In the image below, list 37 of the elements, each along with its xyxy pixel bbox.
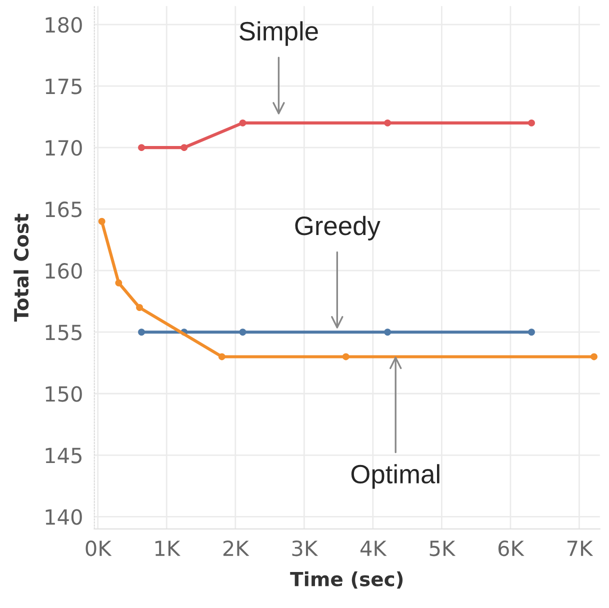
point xyxy=(136,304,143,311)
y-tick-label: 180 xyxy=(46,16,82,33)
point xyxy=(138,328,145,336)
x-axis-title: Time (sec) xyxy=(290,571,403,589)
y-tick-label: 160 xyxy=(46,263,82,279)
x-tick-label: 4K xyxy=(360,540,387,556)
x-tick-label: 5K xyxy=(430,540,456,556)
point xyxy=(384,119,392,126)
x-tick-label: 0K xyxy=(86,540,112,556)
point xyxy=(98,218,106,225)
x-tick-label: 2K xyxy=(223,540,250,556)
annotation: Simple xyxy=(240,21,318,46)
annotation: Optimal xyxy=(351,464,440,489)
y-tick-label: 170 xyxy=(46,140,82,156)
annotation: Greedy xyxy=(295,216,380,240)
y-tick-label: 150 xyxy=(46,386,82,402)
point xyxy=(180,144,188,152)
y-axis-title: Total Cost xyxy=(14,214,29,322)
x-tick-label: 3K xyxy=(292,540,318,556)
x-tick-label: 7K xyxy=(567,540,594,556)
point xyxy=(342,353,350,360)
x-tick-label: 1K xyxy=(155,540,180,556)
y-tick-label: 175 xyxy=(46,78,82,94)
point xyxy=(528,328,535,336)
point xyxy=(138,144,145,152)
point xyxy=(115,279,122,286)
y-tick-label: 155 xyxy=(46,324,82,340)
y-tick-label: 145 xyxy=(46,448,82,464)
point xyxy=(218,353,226,360)
y-tick-label: 140 xyxy=(46,509,82,525)
point xyxy=(239,328,246,336)
point xyxy=(239,119,246,126)
point xyxy=(528,119,535,126)
point xyxy=(384,328,392,336)
point xyxy=(590,353,598,360)
y-tick-label: 165 xyxy=(46,202,82,218)
x-tick-label: 6K xyxy=(498,540,524,556)
